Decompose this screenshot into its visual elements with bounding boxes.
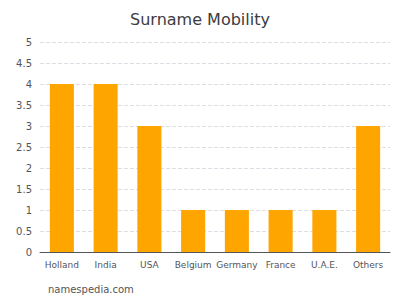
svg-text:3.5: 3.5	[16, 100, 32, 111]
svg-text:0.5: 0.5	[16, 226, 32, 237]
svg-text:USA: USA	[140, 260, 159, 270]
svg-text:namespedia.com: namespedia.com	[48, 284, 134, 295]
svg-text:0: 0	[26, 247, 32, 258]
svg-text:3: 3	[26, 121, 32, 132]
svg-text:1: 1	[26, 205, 32, 216]
svg-text:India: India	[95, 260, 117, 270]
svg-text:U.A.E.: U.A.E.	[311, 260, 338, 270]
svg-text:Surname Mobility: Surname Mobility	[130, 10, 270, 29]
svg-text:4.5: 4.5	[16, 58, 32, 69]
svg-text:2.5: 2.5	[16, 142, 32, 153]
svg-text:Belgium: Belgium	[175, 260, 212, 270]
svg-text:Holland: Holland	[45, 260, 79, 270]
svg-text:4: 4	[26, 79, 32, 90]
svg-text:Germany: Germany	[216, 260, 258, 270]
svg-text:France: France	[266, 260, 296, 270]
svg-text:Others: Others	[353, 260, 384, 270]
svg-text:1.5: 1.5	[16, 184, 32, 195]
svg-text:2: 2	[26, 163, 32, 174]
svg-text:5: 5	[26, 37, 32, 48]
